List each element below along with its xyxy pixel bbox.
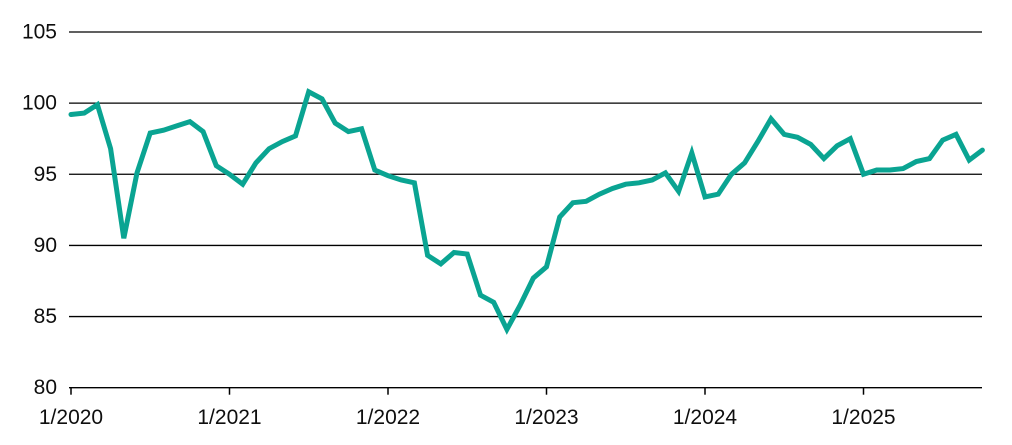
y-tick-label-85: 85: [34, 305, 57, 328]
y-tick-label-100: 100: [22, 92, 57, 115]
x-tick-label-1/2020: 1/2020: [39, 406, 103, 429]
y-tick-label-80: 80: [34, 376, 57, 399]
x-tick-label-1/2022: 1/2022: [356, 406, 420, 429]
y-tick-label-95: 95: [34, 163, 57, 186]
y-tick-label-90: 90: [34, 234, 57, 257]
x-tick-label-1/2024: 1/2024: [673, 406, 738, 429]
y-tick-label-105: 105: [22, 21, 57, 44]
series-index-line: [68, 88, 985, 335]
x-tick-label-1/2021: 1/2021: [197, 406, 261, 429]
x-tick-label-1/2023: 1/2023: [514, 406, 578, 429]
x-tick-label-1/2025: 1/2025: [831, 406, 895, 429]
